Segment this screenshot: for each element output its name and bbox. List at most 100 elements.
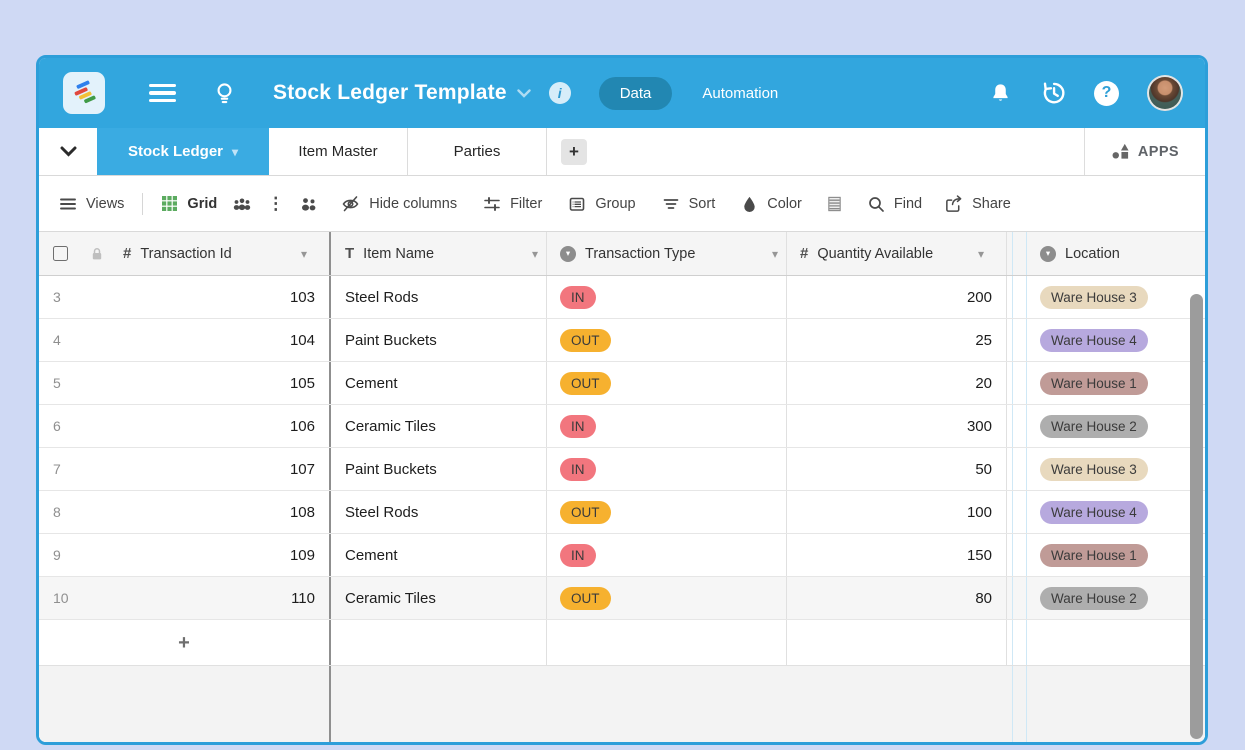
transaction-type-cell[interactable]: OUT (547, 577, 787, 619)
group-label: Group (595, 195, 636, 212)
table-row[interactable]: 4 104 Paint Buckets OUT 25 Ware House 4 (39, 319, 1205, 362)
row-height-icon[interactable] (826, 195, 843, 213)
views-button[interactable]: Views (59, 195, 124, 213)
column-caret-icon[interactable]: ▾ (531, 246, 538, 261)
app-window: Stock Ledger Template i Data Automation … (36, 55, 1208, 745)
transaction-type-cell[interactable]: IN (547, 276, 787, 318)
transaction-id-cell[interactable]: 108 (289, 503, 315, 521)
filter-button[interactable]: Filter (483, 195, 542, 213)
item-name-cell[interactable]: Steel Rods (331, 276, 547, 318)
apps-label: APPS (1137, 143, 1179, 160)
quantity-cell[interactable]: 25 (787, 319, 1007, 361)
table-row[interactable]: 8 108 Steel Rods OUT 100 Ware House 4 (39, 491, 1205, 534)
column-caret-icon[interactable]: ▾ (771, 246, 778, 261)
item-name-text: Paint Buckets (345, 331, 437, 349)
transaction-id-cell[interactable]: 110 (291, 589, 315, 607)
info-icon[interactable]: i (548, 82, 571, 104)
location-cell[interactable]: Ware House 4 (1027, 491, 1205, 533)
transaction-type-cell[interactable]: OUT (547, 319, 787, 361)
item-name-cell[interactable]: Cement (331, 362, 547, 404)
transaction-id-cell[interactable]: 109 (289, 546, 315, 564)
item-name-cell[interactable]: Paint Buckets (331, 319, 547, 361)
tab-label: Parties (453, 143, 501, 160)
column-header-location[interactable]: ▾ Location (1027, 232, 1205, 275)
user-avatar[interactable] (1147, 75, 1183, 111)
quantity-cell[interactable]: 50 (787, 448, 1007, 490)
select-all-checkbox[interactable] (53, 246, 68, 261)
base-title[interactable]: Stock Ledger Template (273, 81, 507, 104)
vertical-scrollbar[interactable] (1190, 294, 1203, 739)
tab-item-master[interactable]: Item Master (269, 128, 408, 175)
lightbulb-icon[interactable] (212, 81, 237, 106)
group-button[interactable]: Group (568, 195, 636, 213)
quantity-cell[interactable]: 300 (787, 405, 1007, 447)
transaction-id-cell[interactable]: 103 (289, 288, 315, 306)
item-name-text: Paint Buckets (345, 460, 437, 478)
table-row[interactable]: 6 106 Ceramic Tiles IN 300 Ware House 2 (39, 405, 1205, 448)
help-icon[interactable]: ? (1094, 80, 1119, 106)
collapse-tabs-button[interactable] (39, 128, 97, 175)
bell-icon[interactable] (989, 82, 1012, 105)
item-name-text: Ceramic Tiles (345, 589, 436, 607)
topbar: Stock Ledger Template i Data Automation … (39, 58, 1205, 128)
item-name-cell[interactable]: Ceramic Tiles (331, 577, 547, 619)
share-view-users-icon[interactable] (299, 196, 319, 212)
add-table-button[interactable]: + (561, 138, 587, 165)
location-cell[interactable]: Ware House 4 (1027, 319, 1205, 361)
column-header-item-name[interactable]: T Item Name ▾ (331, 232, 547, 275)
quantity-cell[interactable]: 100 (787, 491, 1007, 533)
transaction-id-cell[interactable]: 106 (289, 417, 315, 435)
quantity-cell[interactable]: 200 (787, 276, 1007, 318)
table-row[interactable]: 9 109 Cement IN 150 Ware House 1 (39, 534, 1205, 577)
column-header-transaction-id[interactable]: # Transaction Id ▾ (39, 232, 331, 275)
share-button[interactable]: Share (944, 194, 1011, 213)
item-name-cell[interactable]: Steel Rods (331, 491, 547, 533)
apps-button[interactable]: APPS (1083, 128, 1205, 175)
automation-nav-button[interactable]: Automation (702, 84, 779, 102)
location-cell[interactable]: Ware House 1 (1027, 534, 1205, 576)
item-name-cell[interactable]: Ceramic Tiles (331, 405, 547, 447)
data-nav-button[interactable]: Data (598, 76, 673, 110)
quantity-cell[interactable]: 150 (787, 534, 1007, 576)
table-row[interactable]: 10 110 Ceramic Tiles OUT 80 Ware House 2 (39, 577, 1205, 620)
tab-stock-ledger[interactable]: Stock Ledger ▾ (97, 128, 269, 175)
hide-columns-button[interactable]: Hide columns (341, 194, 457, 213)
transaction-type-cell[interactable]: OUT (547, 362, 787, 404)
menu-icon[interactable] (149, 83, 176, 103)
transaction-id-cell[interactable]: 105 (289, 374, 315, 392)
find-button[interactable]: Find (867, 195, 922, 213)
column-header-transaction-type[interactable]: ▾ Transaction Type ▾ (547, 232, 787, 275)
table-row[interactable]: 5 105 Cement OUT 20 Ware House 1 (39, 362, 1205, 405)
title-caret-icon[interactable] (517, 88, 531, 98)
quantity-cell[interactable]: 80 (787, 577, 1007, 619)
column-caret-icon[interactable]: ▾ (977, 246, 984, 261)
stackby-logo[interactable] (63, 72, 105, 114)
add-row-button[interactable]: + (178, 631, 190, 654)
sort-button[interactable]: Sort (662, 195, 715, 213)
kebab-menu-icon[interactable]: ⋮ (267, 194, 285, 213)
column-header-quantity-available[interactable]: # Quantity Available ▾ (787, 232, 1007, 275)
grid-view-button[interactable]: Grid (161, 195, 217, 212)
table-row[interactable]: 3 103 Steel Rods IN 200 Ware House 3 (39, 276, 1205, 319)
tab-parties[interactable]: Parties (408, 128, 547, 175)
location-cell[interactable]: Ware House 3 (1027, 448, 1205, 490)
location-cell[interactable]: Ware House 2 (1027, 577, 1205, 619)
column-label: Item Name (363, 245, 435, 262)
transaction-type-cell[interactable]: IN (547, 448, 787, 490)
color-button[interactable]: Color (741, 195, 802, 213)
collaborators-icon[interactable] (232, 196, 252, 212)
location-cell[interactable]: Ware House 3 (1027, 276, 1205, 318)
location-cell[interactable]: Ware House 2 (1027, 405, 1205, 447)
location-cell[interactable]: Ware House 1 (1027, 362, 1205, 404)
table-row[interactable]: 7 107 Paint Buckets IN 50 Ware House 3 (39, 448, 1205, 491)
transaction-type-cell[interactable]: OUT (547, 491, 787, 533)
item-name-cell[interactable]: Cement (331, 534, 547, 576)
item-name-cell[interactable]: Paint Buckets (331, 448, 547, 490)
transaction-type-cell[interactable]: IN (547, 534, 787, 576)
transaction-id-cell[interactable]: 104 (289, 331, 315, 349)
transaction-id-cell[interactable]: 107 (289, 460, 315, 478)
history-icon[interactable] (1040, 80, 1066, 106)
quantity-cell[interactable]: 20 (787, 362, 1007, 404)
column-caret-icon[interactable]: ▾ (300, 246, 307, 261)
transaction-type-cell[interactable]: IN (547, 405, 787, 447)
